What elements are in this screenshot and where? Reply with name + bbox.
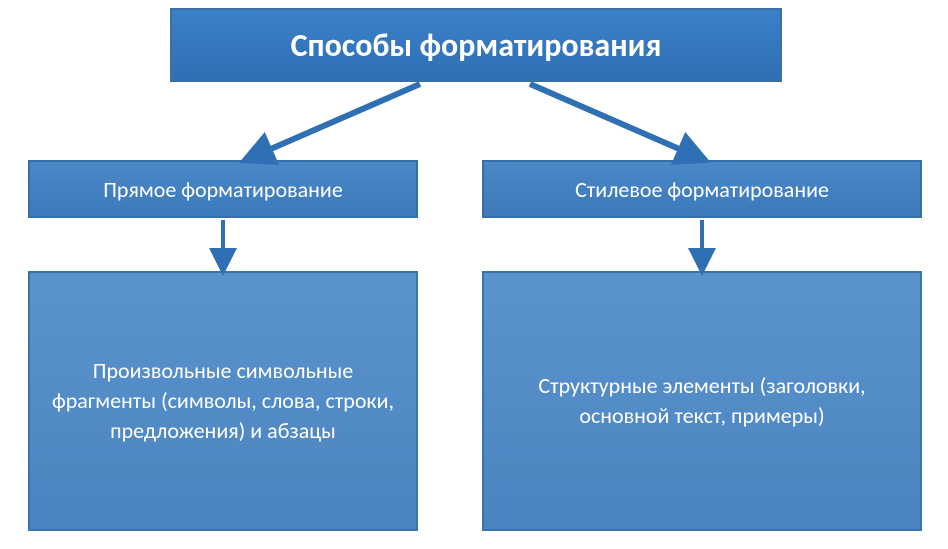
left-desc-box: Произвольные символьные фрагменты (симво… <box>28 271 418 531</box>
left-desc-text: Произвольные символьные фрагменты (симво… <box>44 356 402 445</box>
left-sub-box: Прямое форматирование <box>28 160 418 218</box>
right-sub-text: Стилевое форматирование <box>575 176 829 203</box>
arrow-title-to-left <box>250 84 420 158</box>
right-desc-box: Структурные элементы (заголовки, основно… <box>482 271 922 531</box>
left-sub-text: Прямое форматирование <box>103 176 343 203</box>
right-sub-box: Стилевое форматирование <box>482 160 922 218</box>
arrow-title-to-right <box>530 84 700 158</box>
title-text: Способы форматирования <box>291 26 662 65</box>
right-desc-text: Структурные элементы (заголовки, основно… <box>498 371 906 430</box>
title-box: Способы форматирования <box>170 8 782 82</box>
